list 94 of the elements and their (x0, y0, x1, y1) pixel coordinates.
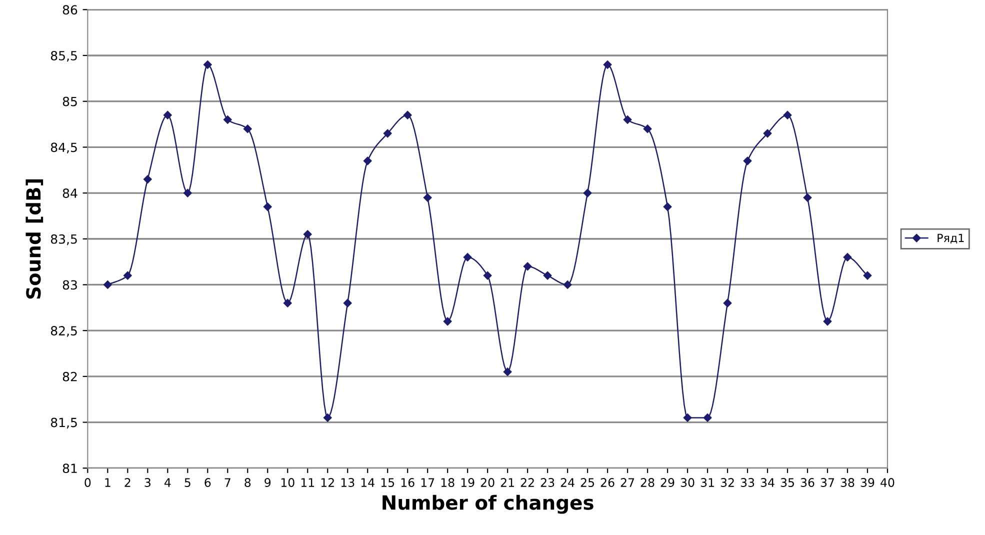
x-tick-label: 21 (500, 478, 514, 487)
x-tick-label: 19 (461, 478, 474, 487)
y-tick-label: 86 (62, 5, 78, 15)
x-tick-label: 11 (301, 478, 314, 487)
x-tick-label: 24 (560, 478, 574, 487)
point (383, 129, 392, 138)
y-tick-label: 82 (62, 372, 77, 382)
x-tick-label: 27 (620, 478, 634, 487)
y-tick-label: 83,5 (50, 234, 77, 246)
x-tick-label: 29 (660, 478, 674, 487)
x-tick-label: 6 (204, 478, 211, 487)
x-tick-label: 15 (381, 478, 394, 487)
point (483, 271, 492, 280)
x-tick-label: 34 (760, 478, 774, 487)
point (823, 317, 832, 326)
x-tick-label: 12 (321, 478, 334, 487)
point (763, 129, 772, 138)
point (623, 116, 632, 124)
y-tick-label: 85,5 (50, 50, 77, 62)
x-tick-label: 26 (600, 478, 614, 487)
point (683, 414, 692, 422)
point (283, 298, 292, 308)
point (463, 253, 472, 262)
point (263, 202, 272, 211)
x-tick-label: 36 (800, 478, 814, 487)
point (843, 253, 852, 262)
y-tick-label: 85 (62, 96, 77, 106)
y-axis-title: Sound [dB] (26, 179, 44, 299)
x-tick-label: 38 (840, 478, 854, 487)
point (643, 124, 652, 133)
point (803, 193, 812, 202)
point (503, 368, 512, 376)
x-tick-label: 32 (720, 478, 734, 487)
x-tick-label: 23 (540, 478, 554, 487)
x-tick-label: 30 (680, 478, 694, 487)
x-tick-label: 9 (264, 478, 271, 487)
point (783, 110, 792, 120)
x-tick-label: 7 (224, 478, 230, 487)
point (104, 280, 112, 289)
point (663, 202, 672, 211)
x-tick-label: 10 (281, 478, 294, 487)
y-tick-label: 81,5 (50, 418, 77, 428)
x-tick-label: 18 (441, 478, 454, 487)
point (563, 280, 572, 289)
point (523, 262, 532, 271)
y-tick-label: 81 (62, 464, 77, 474)
point (124, 271, 132, 280)
point (323, 414, 332, 422)
x-tick-label: 39 (860, 478, 874, 487)
x-tick-label: 2 (124, 478, 130, 487)
point (583, 188, 592, 198)
y-tick-label: 84 (62, 188, 78, 198)
x-tick-label: 37 (820, 478, 834, 487)
x-axis-title: Number of changes (382, 494, 594, 514)
x-tick-label: 1 (105, 478, 110, 487)
point (723, 298, 732, 308)
point (204, 60, 212, 69)
x-tick-label: 5 (184, 478, 190, 487)
point (543, 271, 552, 280)
point (743, 156, 752, 166)
point (303, 230, 312, 238)
x-tick-label: 40 (880, 478, 894, 487)
point (443, 317, 452, 326)
point (403, 110, 412, 120)
x-tick-label: 3 (144, 478, 150, 487)
point (243, 124, 252, 133)
point (144, 175, 152, 184)
x-tick-label: 17 (421, 478, 434, 487)
x-tick-label: 33 (740, 478, 754, 487)
point (363, 156, 372, 166)
legend-label: Ряд1 (938, 234, 964, 244)
x-tick-label: 16 (401, 478, 414, 487)
point (224, 116, 232, 124)
x-tick-label: 14 (361, 478, 374, 487)
x-tick-label: 35 (780, 478, 794, 487)
point (423, 193, 432, 202)
y-tick-label: 82,5 (50, 326, 77, 337)
x-tick-label: 28 (640, 478, 654, 487)
point (343, 298, 352, 308)
point (164, 110, 172, 120)
x-tick-label: 31 (700, 478, 714, 487)
x-tick-label: 8 (244, 478, 251, 487)
x-tick-label: 22 (520, 478, 534, 487)
point (184, 188, 192, 198)
x-tick-label: 13 (341, 478, 354, 487)
x-tick-label: 4 (164, 478, 171, 487)
y-tick-label: 84,5 (50, 142, 77, 154)
point (863, 271, 872, 280)
x-tick-label: 0 (84, 478, 91, 487)
x-tick-label: 25 (580, 478, 594, 487)
y-tick-label: 83 (62, 280, 77, 290)
point (703, 414, 712, 422)
point (603, 60, 612, 69)
x-tick-label: 20 (480, 478, 494, 487)
